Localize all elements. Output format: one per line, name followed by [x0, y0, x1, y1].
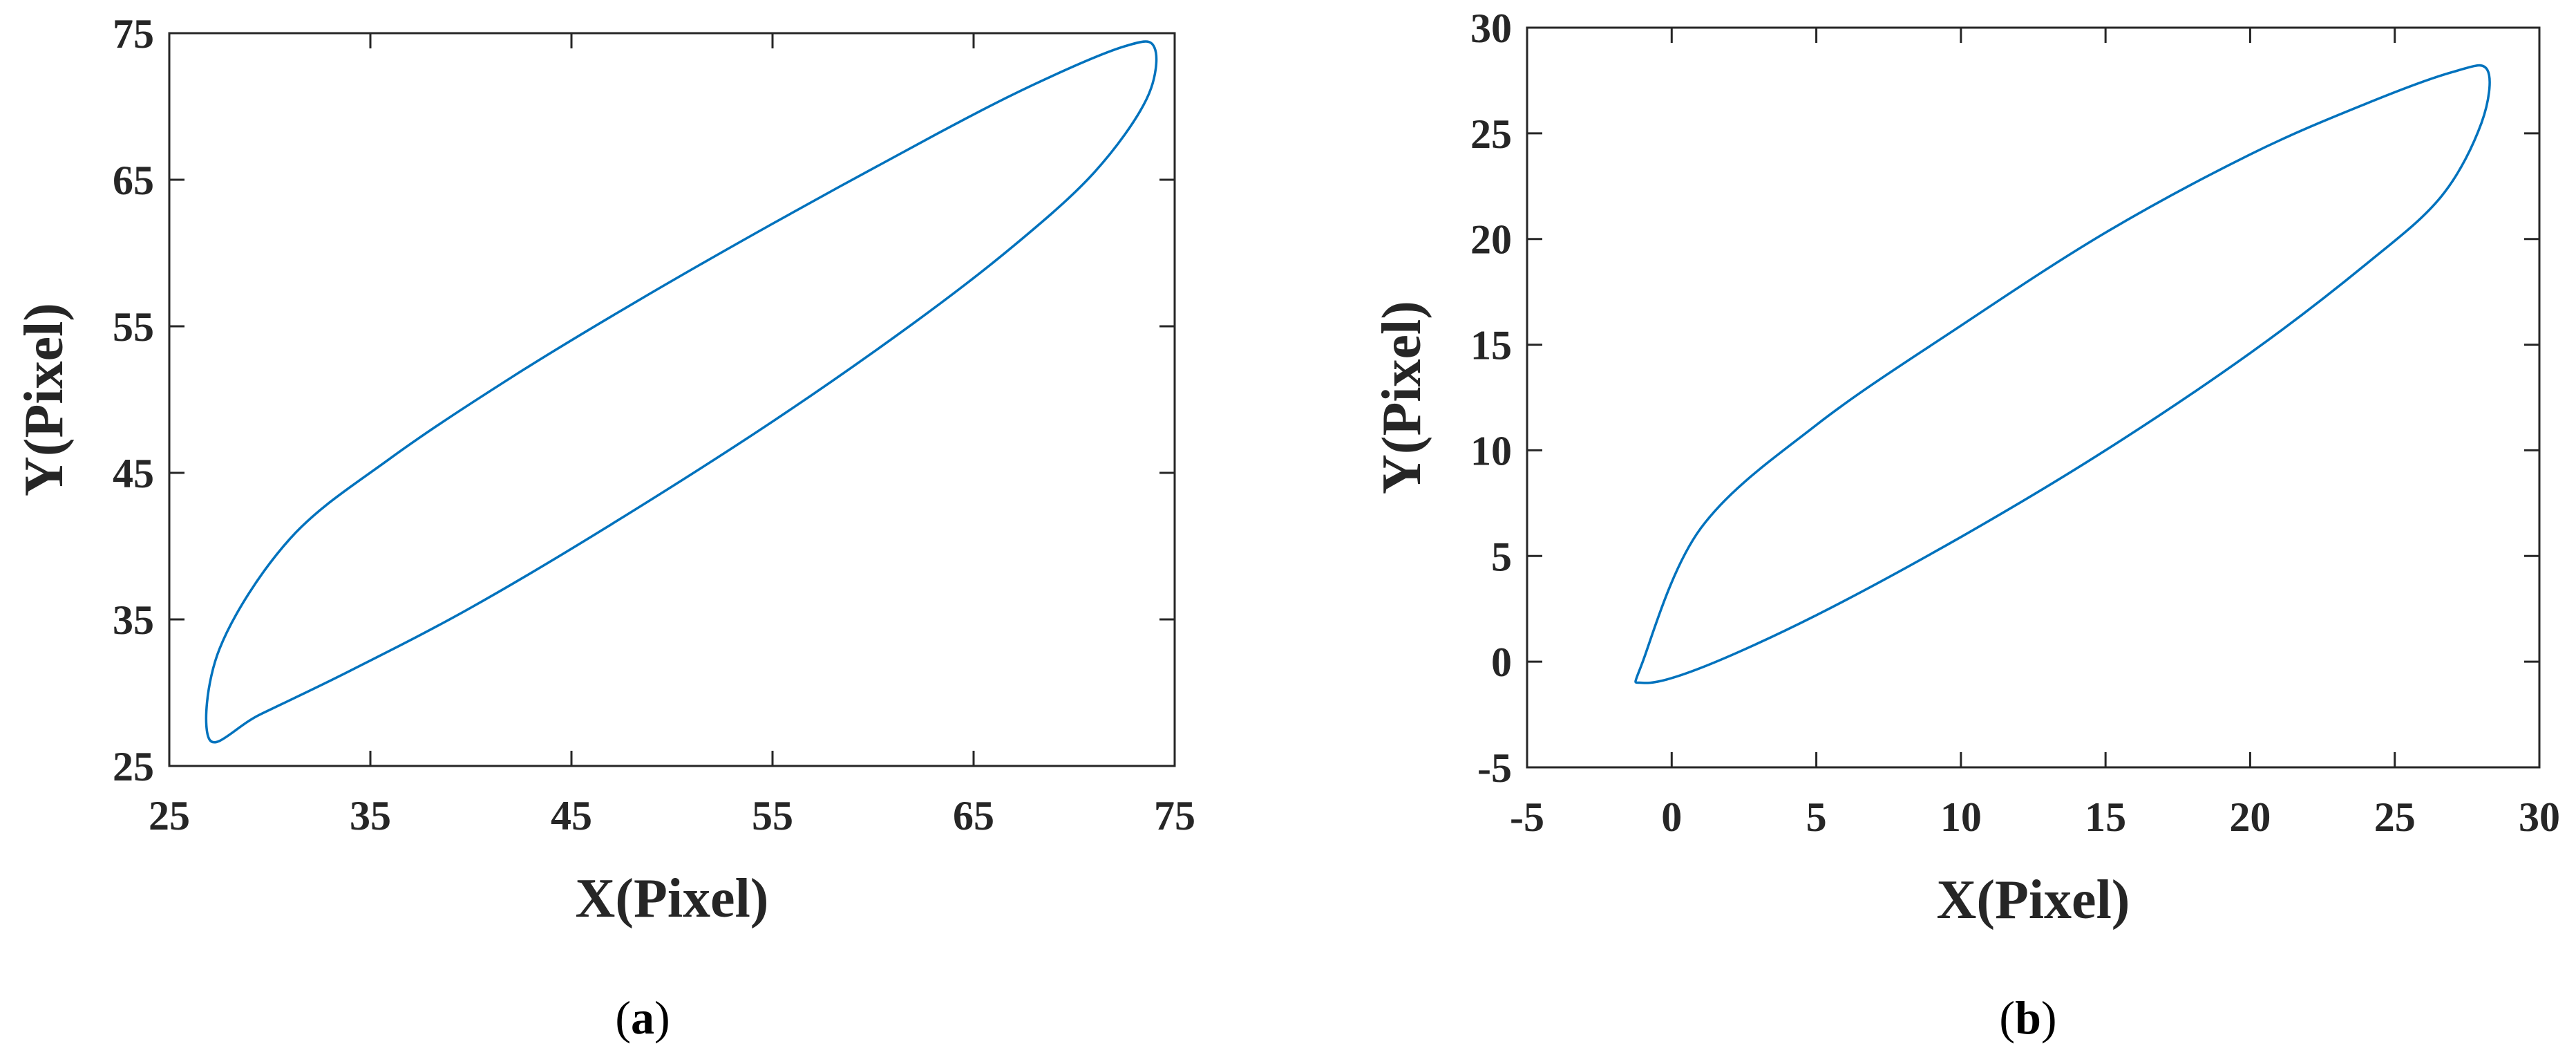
- panel-b-y-axis-title: Y(Pixel): [1372, 301, 1432, 494]
- panel-b-x-tick-label: 25: [2374, 794, 2416, 840]
- panel-a-x-tick-label: 75: [1154, 793, 1195, 839]
- panel-a-x-tick-label: 55: [752, 793, 793, 839]
- panel-b-x-tick-label: 10: [1940, 794, 1982, 840]
- panel-a-label: (a): [615, 991, 670, 1044]
- panel-a: 25 35 45 55 65 75 25 35 45 55 65 75 X(Pixel) Y(Pixel)…: [14, 11, 1195, 1044]
- panel-a-label-letter: a: [631, 991, 654, 1044]
- panel-b-x-tick-label: 5: [1806, 794, 1827, 840]
- panel-a-y-tick-label: 55: [113, 304, 154, 350]
- panel-a-y-tick-label: 35: [113, 597, 154, 643]
- panel-a-y-tick-label: 45: [113, 451, 154, 496]
- panel-b-x-tick-label: 15: [2085, 794, 2126, 840]
- panel-a-x-tick-label: 25: [149, 793, 190, 839]
- panel-b-y-tick-label: 0: [1491, 639, 1512, 685]
- panel-a-x-tick-label: 45: [551, 793, 592, 839]
- panel-b-x-tick-label: 0: [1661, 794, 1682, 840]
- panel-a-ellipse-curve: [205, 40, 1158, 744]
- panel-b-label: (b): [1999, 991, 2056, 1044]
- panel-b-axes-frame: [1526, 26, 2541, 769]
- panel-b: -5 0 5 10 15 20 25 30 -5 0 5 10 15 20 25 30 X(Pixel) Y(Pi…: [1372, 6, 2560, 1044]
- panel-b-y-tick-label: 15: [1470, 323, 1512, 368]
- panel-b-x-tick-label: -5: [1510, 794, 1544, 840]
- panel-a-x-axis-title: X(Pixel): [576, 868, 769, 929]
- panel-b-y-tick-label: 10: [1470, 428, 1512, 474]
- panel-b-y-tick-label: 5: [1491, 534, 1512, 579]
- panel-b-y-tick-label: -5: [1477, 745, 1512, 791]
- panel-b-ellipse-curve: [1634, 64, 2491, 684]
- panel-a-x-tick-label: 35: [350, 793, 391, 839]
- panel-a-y-axis-title: Y(Pixel): [14, 303, 75, 496]
- panel-a-y-tick-label: 75: [113, 11, 154, 57]
- panel-a-axes-frame: [168, 32, 1176, 767]
- panel-b-x-tick-label: 20: [2229, 794, 2271, 840]
- panel-b-y-tick-label: 30: [1470, 6, 1512, 51]
- panel-a-y-tick-label: 65: [113, 158, 154, 203]
- panel-a-x-tick-label: 65: [953, 793, 994, 839]
- panel-b-y-tick-label: 25: [1470, 111, 1512, 157]
- panel-b-x-axis-title: X(Pixel): [1937, 870, 2130, 930]
- panel-b-x-tick-label: 30: [2519, 794, 2560, 840]
- panel-a-y-tick-label: 25: [113, 744, 154, 789]
- panel-b-label-letter: b: [2015, 991, 2041, 1044]
- panel-b-y-tick-label: 20: [1470, 217, 1512, 263]
